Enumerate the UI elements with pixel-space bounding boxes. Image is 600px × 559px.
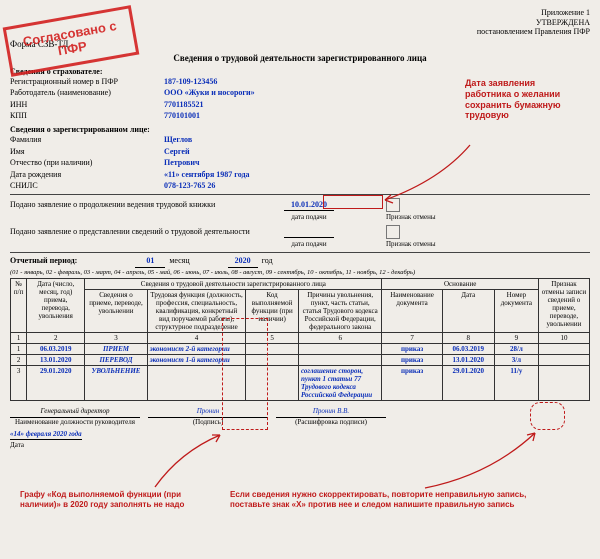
cell-n: 2 <box>11 354 27 365</box>
header-block: Приложение 1 УТВЕРЖДЕНА постановлением П… <box>10 8 590 37</box>
note-correct: Если сведения нужно скорректировать, пов… <box>230 490 530 509</box>
name-value: Сергей <box>164 147 190 157</box>
redbox-code-column <box>222 318 268 430</box>
employer-label: Работодатель (наименование) <box>10 88 160 98</box>
note-code: Графу «Код выполняемой функции (при нали… <box>20 490 200 509</box>
th-date: Дата (число, месяц, год) приема, перевод… <box>27 278 85 332</box>
surname-value: Щеглов <box>164 135 192 145</box>
separator <box>10 194 590 195</box>
redbox-cancel-cell <box>530 402 565 430</box>
patronymic-label: Отчество (при наличии) <box>10 158 160 168</box>
statement-1: Подано заявление о продолжении ведения т… <box>10 200 280 210</box>
statement-2: Подано заявление о представлении сведени… <box>10 227 280 237</box>
cell-reason <box>298 343 381 354</box>
th-reason: Причины увольнения, пункт, часть статьи,… <box>298 289 381 332</box>
cell-ddate: 29.01.2020 <box>442 365 494 400</box>
cell-dnum: 3/л <box>494 354 538 365</box>
statement-2-cancel-checkbox[interactable] <box>386 225 400 239</box>
th-doc: Наименование документа <box>382 289 442 332</box>
signature-row: Генеральный директор Наименование должно… <box>10 407 590 426</box>
name-caption: (Расшифровка подписи) <box>276 418 386 426</box>
surname-label: Фамилия <box>10 135 160 145</box>
th-n: № п/п <box>11 278 27 332</box>
note-date: Дата заявления работника о желании сохра… <box>465 78 575 121</box>
th-ddate: Дата <box>442 289 494 332</box>
person-section: Сведения о зарегистрированном лице: <box>10 125 590 134</box>
cell-reason: соглашение сторон, пункт 1 статьи 77 Тру… <box>298 365 381 400</box>
snils-value: 078-123-765 26 <box>164 181 215 191</box>
period-legend: (01 - январь, 02 - февраль, 03 - март, 0… <box>10 269 590 276</box>
cell-act: ПРИЕМ <box>85 343 148 354</box>
activity-table: № п/п Дата (число, месяц, год) приема, п… <box>10 278 590 401</box>
dob-label: Дата рождения <box>10 170 160 180</box>
th-dnum: Номер документа <box>494 289 538 332</box>
separator-2 <box>10 252 590 253</box>
employer-value: ООО «Жуки и носороги» <box>164 88 255 98</box>
period-year: 2020 <box>228 256 258 267</box>
table-row: 329.01.2020УВОЛЬНЕНИЕсоглашение сторон, … <box>11 365 590 400</box>
redbox-date <box>323 195 383 209</box>
arrow-correct <box>420 430 540 492</box>
cell-doc: приказ <box>382 354 442 365</box>
approved: УТВЕРЖДЕНА <box>10 18 590 28</box>
period-label: Отчетный период: <box>10 256 77 267</box>
th-cancel: Признак отмены записи сведений о приеме,… <box>538 278 589 332</box>
cell-act: ПЕРЕВОД <box>85 354 148 365</box>
cell-dnum: 11/у <box>494 365 538 400</box>
cell-doc: приказ <box>382 365 442 400</box>
reg-no-label: Регистрационный номер в ПФР <box>10 77 160 87</box>
cell-dnum: 28/л <box>494 343 538 354</box>
patronymic-value: Петрович <box>164 158 200 168</box>
arrow-code <box>150 432 230 492</box>
date-caption-1: дата подачи <box>284 213 334 222</box>
period-row: Отчетный период: 01 месяц 2020 год <box>10 256 590 267</box>
cell-date: 13.01.2020 <box>27 354 85 365</box>
cancel-caption-1: Признак отмены <box>386 213 436 222</box>
cell-cancel <box>538 343 589 354</box>
approved-by: постановлением Правления ПФР <box>10 27 590 37</box>
kpp-value: 770101001 <box>164 111 200 121</box>
footer-date: «14» февраля 2020 года <box>10 430 82 440</box>
cell-cancel <box>538 354 589 365</box>
position-caption: Наименование должности руководителя <box>10 418 140 426</box>
signatory-name: Пронин В.В. <box>276 407 386 418</box>
doc-title: Сведения о трудовой деятельности зарегис… <box>10 53 590 63</box>
period-month: 01 <box>135 256 165 267</box>
th-group-activity: Сведения о трудовой деятельности зарегис… <box>85 278 382 289</box>
dob-value: «11» сентября 1987 года <box>164 170 250 180</box>
cell-ddate: 13.01.2020 <box>442 354 494 365</box>
cell-n: 1 <box>11 343 27 354</box>
cell-date: 29.01.2020 <box>27 365 85 400</box>
th-act: Сведения о приеме, переводе, увольнении <box>85 289 148 332</box>
table-row: 106.03.2019ПРИЕМэкономист 2-й категориип… <box>11 343 590 354</box>
cell-doc: приказ <box>382 343 442 354</box>
insurer-section: Сведения о страхователе: <box>10 67 590 76</box>
month-label: месяц <box>169 256 189 267</box>
form-code: Форма СЗВ-ТД <box>10 39 590 49</box>
cell-ddate: 06.03.2019 <box>442 343 494 354</box>
name-label: Имя <box>10 147 160 157</box>
cancel-caption-2: Признак отмены <box>386 240 436 249</box>
kpp-label: КПП <box>10 111 160 121</box>
cell-n: 3 <box>11 365 27 400</box>
th-group-basis: Основание <box>382 278 538 289</box>
annex: Приложение 1 <box>10 8 590 18</box>
cell-act: УВОЛЬНЕНИЕ <box>85 365 148 400</box>
reg-no-value: 187-109-123456 <box>164 77 217 87</box>
arrow-date <box>380 140 480 210</box>
inn-label: ИНН <box>10 100 160 110</box>
snils-label: СНИЛС <box>10 181 160 191</box>
cell-date: 06.03.2019 <box>27 343 85 354</box>
inn-value: 7701185521 <box>164 100 204 110</box>
year-label: год <box>262 256 273 267</box>
cell-cancel <box>538 365 589 400</box>
table-row: 213.01.2020ПЕРЕВОДэкономист 1-й категори… <box>11 354 590 365</box>
cell-reason <box>298 354 381 365</box>
date-caption-2: дата подачи <box>284 240 334 249</box>
position-value: Генеральный директор <box>10 407 140 418</box>
